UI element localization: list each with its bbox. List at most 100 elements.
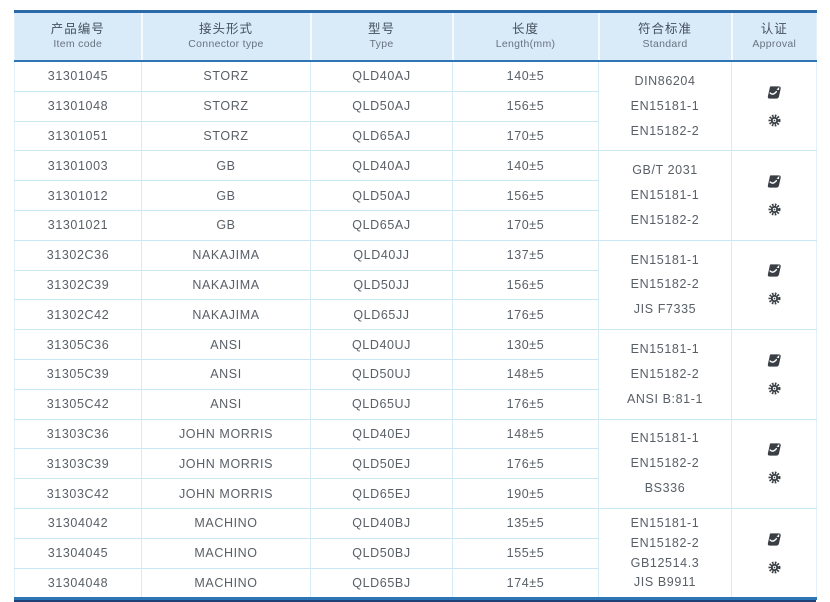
type-cell: QLD50EJ xyxy=(310,448,453,479)
standard-line: EN15181-1 xyxy=(630,252,700,267)
standard-line: EN15182-2 xyxy=(630,123,700,138)
type-cell: QLD40AJ xyxy=(310,150,453,181)
standard-line: EN15182-2 xyxy=(630,456,700,471)
item-code-cell: 31303C36 xyxy=(14,418,142,449)
type-cell: QLD50AJ xyxy=(310,180,453,211)
gear-badge-icon xyxy=(767,292,781,305)
col-header-standard-zh: 符合标准 xyxy=(637,21,692,36)
standard-line: EN15181-1 xyxy=(630,341,700,356)
col-header-type-zh: 型号 xyxy=(367,21,395,36)
type-cell: QLD40UJ xyxy=(310,329,453,360)
type-cell: QLD65AJ xyxy=(310,120,453,151)
length-cell: 156±5 xyxy=(452,180,599,211)
col-header-item-code: 产品编号 Item code xyxy=(14,10,142,62)
length-cell: 190±5 xyxy=(452,478,599,509)
type-cell: QLD40EJ xyxy=(310,418,453,449)
approval-cell xyxy=(731,418,817,509)
length-cell: 148±5 xyxy=(452,358,599,390)
type-approval-icon xyxy=(767,86,781,99)
length-cell: 170±5 xyxy=(452,209,599,241)
table-row: 31303C42 JOHN MORRIS QLD65EJ 190±5 xyxy=(14,478,817,509)
connector-type-cell: ANSI xyxy=(141,388,311,420)
type-cell: QLD50BJ xyxy=(310,537,453,569)
table-row: 31304045 MACHINO QLD50BJ 155±5 xyxy=(14,537,817,569)
type-cell: QLD50JJ xyxy=(310,269,453,300)
item-code-cell: 31305C42 xyxy=(14,388,142,420)
product-spec-table-wrap: 产品编号 Item code 接头形式 Connector type 型号 Ty… xyxy=(14,10,817,602)
standard-line: GB/T 2031 xyxy=(632,163,698,178)
standard-cell: EN15181-1 EN15182-2 JIS F7335 xyxy=(598,239,732,330)
item-code-cell: 31305C36 xyxy=(14,329,142,360)
type-approval-icon xyxy=(767,175,781,188)
standard-line: GB12514.3 xyxy=(630,555,700,570)
gear-badge-icon xyxy=(767,471,781,484)
gear-badge-icon xyxy=(767,561,781,574)
standard-line: DIN86204 xyxy=(634,73,696,88)
type-approval-icon xyxy=(767,354,781,367)
standard-line: EN15182-2 xyxy=(630,366,700,381)
connector-type-cell: GB xyxy=(141,209,311,241)
connector-type-cell: NAKAJIMA xyxy=(141,299,311,330)
gear-badge-icon xyxy=(767,114,781,127)
table-row: 31305C36 ANSI QLD40UJ 130±5 EN15181-1 EN15182… xyxy=(14,329,817,420)
table-row: 31301012 GB QLD50AJ 156±5 xyxy=(14,180,817,211)
gear-badge-icon xyxy=(767,382,781,395)
col-header-item-code-en: Item code xyxy=(53,37,103,50)
col-header-connector-type-en: Connector type xyxy=(188,37,264,50)
length-cell: 176±5 xyxy=(452,388,599,420)
length-cell: 140±5 xyxy=(452,150,599,181)
table-row: 31304042 MACHINO QLD40BJ 135±5 EN15181-1 EN15… xyxy=(14,507,817,599)
table-row: 31301048 STORZ QLD50AJ 156±5 xyxy=(14,90,817,122)
approval-cell xyxy=(731,150,817,241)
length-cell: 137±5 xyxy=(452,239,599,271)
standard-cell: GB/T 2031 EN15181-1 EN15182-2 xyxy=(598,150,732,241)
connector-type-cell: ANSI xyxy=(141,358,311,390)
type-approval-icon xyxy=(767,532,781,546)
col-header-standard: 符合标准 Standard xyxy=(597,10,732,62)
item-code-cell: 31302C42 xyxy=(14,299,142,330)
table-row: 31301045 STORZ QLD40AJ 140±5 DIN86204 EN15181… xyxy=(14,60,817,151)
type-cell: QLD65BJ xyxy=(310,567,453,599)
approval-cell xyxy=(731,60,817,151)
item-code-cell: 31304048 xyxy=(14,567,142,599)
connector-type-cell: JOHN MORRIS xyxy=(141,478,311,509)
standard-line: JIS F7335 xyxy=(633,302,697,317)
item-code-cell: 31301045 xyxy=(14,60,142,92)
length-cell: 130±5 xyxy=(452,329,599,360)
connector-type-cell: MACHINO xyxy=(141,537,311,569)
type-cell: QLD50AJ xyxy=(310,90,453,122)
col-header-connector-type-zh: 接头形式 xyxy=(198,21,253,36)
connector-type-cell: NAKAJIMA xyxy=(141,239,311,271)
col-header-type: 型号 Type xyxy=(309,10,453,62)
col-header-connector-type: 接头形式 Connector type xyxy=(140,10,311,62)
table-body: 31301045 STORZ QLD40AJ 140±5 DIN86204 EN15181… xyxy=(14,60,817,599)
item-code-cell: 31301051 xyxy=(14,120,142,151)
item-code-cell: 31303C39 xyxy=(14,448,142,479)
connector-type-cell: STORZ xyxy=(141,120,311,151)
connector-type-cell: MACHINO xyxy=(141,507,311,539)
table-row: 31303C36 JOHN MORRIS QLD40EJ 148±5 EN15181-1… xyxy=(14,418,817,509)
length-cell: 148±5 xyxy=(452,418,599,449)
connector-type-cell: STORZ xyxy=(141,60,311,92)
item-code-cell: 31301012 xyxy=(14,180,142,211)
item-code-cell: 31305C39 xyxy=(14,358,142,390)
type-cell: QLD40AJ xyxy=(310,60,453,92)
connector-type-cell: GB xyxy=(141,150,311,181)
item-code-cell: 31303C42 xyxy=(14,478,142,509)
col-header-approval-zh: 认证 xyxy=(760,21,788,36)
item-code-cell: 31301021 xyxy=(14,209,142,241)
length-cell: 156±5 xyxy=(452,90,599,122)
standard-line: EN15182-2 xyxy=(630,277,700,292)
length-cell: 140±5 xyxy=(452,60,599,92)
col-header-length-zh: 长度 xyxy=(511,21,539,36)
col-header-type-en: Type xyxy=(369,37,394,50)
standard-line: EN15181-1 xyxy=(630,431,700,446)
table-row: 31301021 GB QLD65AJ 170±5 xyxy=(14,209,817,241)
table-row: 31301051 STORZ QLD65AJ 170±5 xyxy=(14,120,817,151)
col-header-approval: 认证 Approval xyxy=(730,10,817,62)
col-header-length: 长度 Length(mm) xyxy=(451,10,599,62)
standard-line: EN15181-1 xyxy=(630,515,700,530)
length-cell: 156±5 xyxy=(452,269,599,300)
item-code-cell: 31302C36 xyxy=(14,239,142,271)
approval-cell xyxy=(731,507,817,599)
